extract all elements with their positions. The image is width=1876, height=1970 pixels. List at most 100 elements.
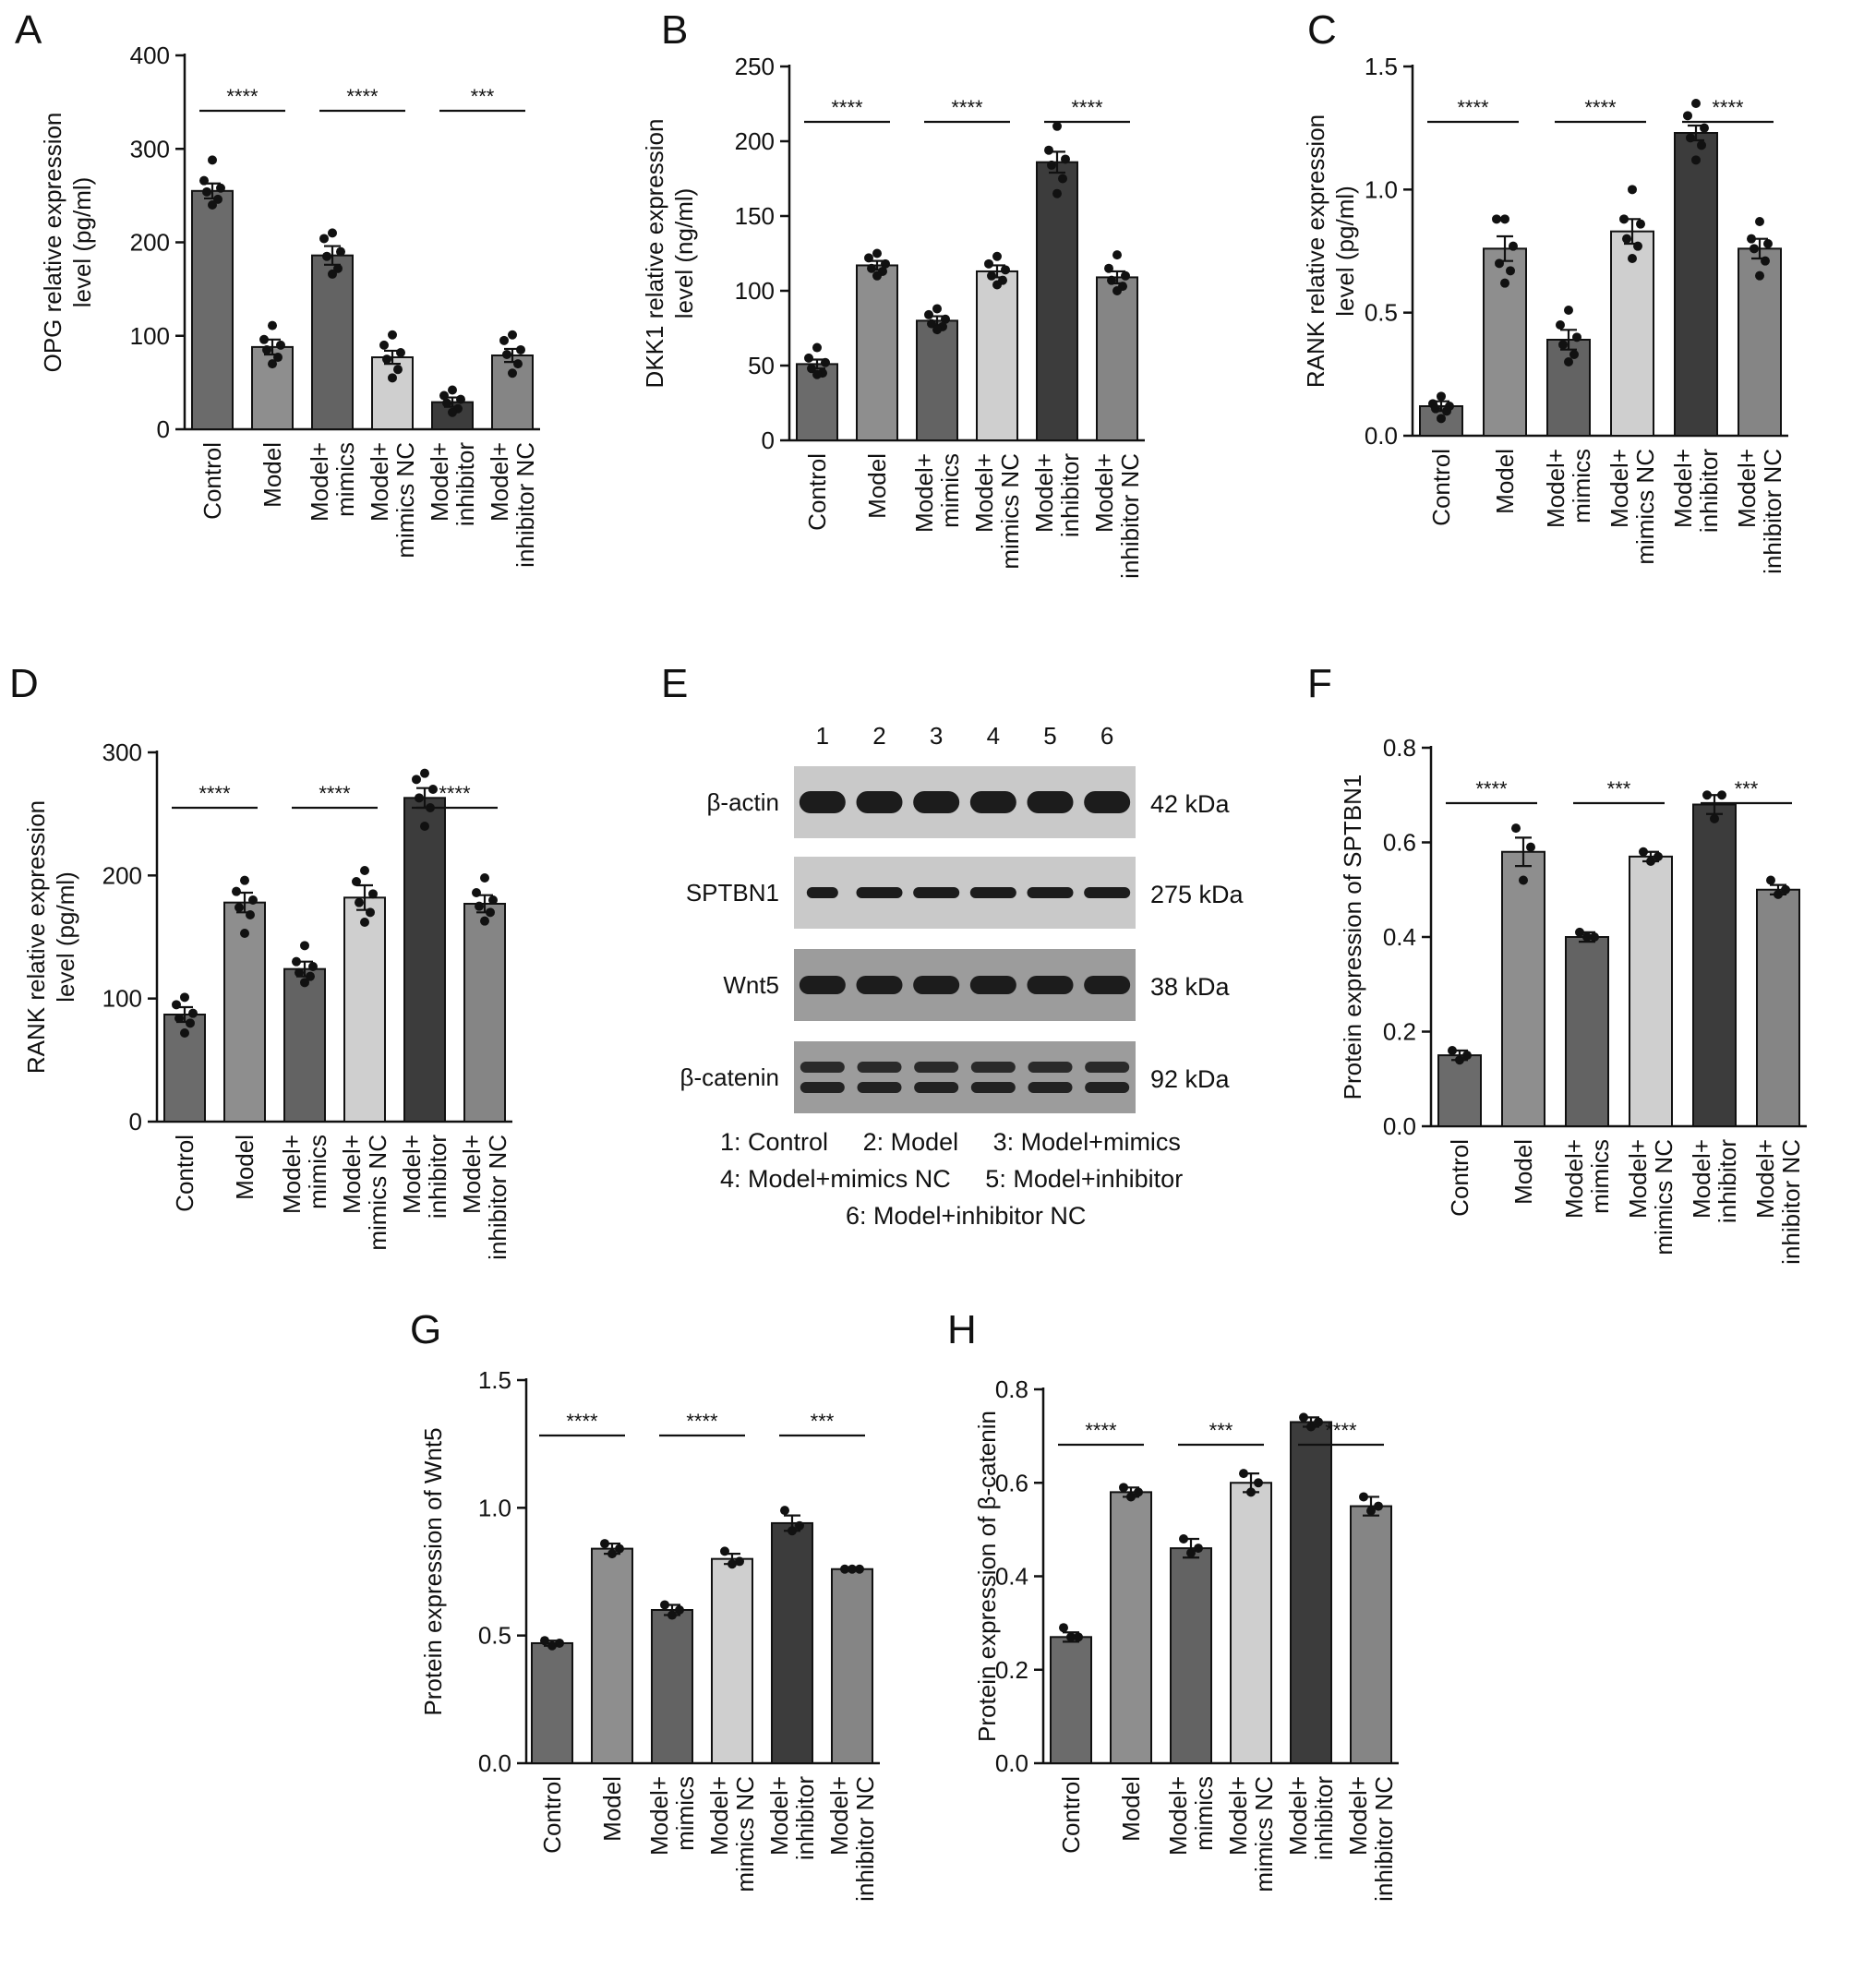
y-tick-label: 200 — [130, 229, 170, 257]
chart-panel-d: 0 100 200 300 RANK relative expression level … — [22, 739, 512, 1260]
x-tick-label: Control — [538, 1776, 566, 1854]
data-point — [941, 314, 950, 324]
chart-panel-a: 0 100 200 300 400 OPG relative expression leve… — [39, 42, 540, 568]
blot-band — [914, 1082, 959, 1093]
x-tick-label: Model — [1509, 1139, 1537, 1205]
data-point — [1700, 123, 1709, 133]
blot-strip — [794, 766, 1136, 838]
data-point — [1500, 278, 1509, 288]
x-tick-label: mimics — [1568, 449, 1595, 523]
data-point — [388, 373, 397, 383]
data-point — [180, 1028, 189, 1038]
y-tick-label: 0.0 — [1365, 422, 1398, 450]
x-tick-label: Model+ — [705, 1776, 733, 1856]
x-tick-label: inhibitor — [1310, 1776, 1338, 1860]
bar — [1050, 1636, 1092, 1764]
y-tick-label: 0.6 — [995, 1469, 1028, 1496]
blot-band — [857, 1082, 902, 1093]
data-point — [1511, 823, 1521, 834]
y-tick-label: 0.4 — [1383, 923, 1416, 951]
data-point — [924, 309, 933, 319]
data-point — [428, 785, 438, 794]
data-point — [1186, 1548, 1196, 1558]
data-point — [872, 248, 882, 258]
y-tick-label: 0.4 — [995, 1563, 1028, 1591]
data-point — [475, 901, 484, 911]
x-tick-label: Model+ — [1284, 1776, 1312, 1856]
data-point — [268, 359, 277, 369]
data-point — [1691, 99, 1701, 108]
blot-strip — [794, 949, 1136, 1021]
data-point — [1254, 1478, 1263, 1488]
data-point — [1654, 851, 1663, 861]
data-point — [415, 793, 424, 803]
data-point — [1500, 214, 1509, 224]
data-point — [1448, 1046, 1457, 1055]
data-point — [1179, 1534, 1188, 1544]
panel-letter-e: E — [661, 661, 689, 706]
data-point — [1619, 214, 1629, 224]
blot-band — [800, 1062, 845, 1073]
x-tick-label: Model+ — [1751, 1139, 1779, 1219]
x-tick-label: Model+ — [1605, 449, 1633, 528]
data-point — [319, 234, 329, 244]
data-point — [456, 394, 465, 404]
data-point — [480, 873, 489, 883]
data-point — [240, 875, 249, 885]
blot-band — [1085, 1062, 1130, 1073]
data-point — [379, 340, 389, 350]
x-tick-label: inhibitor NC — [851, 1776, 879, 1902]
blot-band — [1084, 791, 1131, 813]
data-point — [1058, 174, 1067, 184]
bar — [1230, 1482, 1272, 1764]
data-point — [295, 967, 304, 978]
data-point — [333, 263, 343, 273]
data-point — [1558, 340, 1568, 350]
blot-band — [1027, 791, 1074, 813]
data-point — [1194, 1544, 1203, 1554]
significance-label: *** — [811, 1410, 835, 1433]
y-tick-label: 0 — [129, 1108, 142, 1135]
blot-legend-line-3: 6: Model+inhibitor NC — [846, 1202, 1087, 1230]
data-point — [1622, 234, 1631, 244]
bar — [1483, 247, 1527, 438]
x-tick-label: Model+ — [1669, 449, 1697, 528]
data-point — [186, 1018, 195, 1028]
blot-legend-line-1: 1: Control 2: Model 3: Model+mimics — [720, 1128, 1181, 1156]
data-point — [1646, 857, 1655, 866]
x-tick-label: Model+ — [458, 1135, 486, 1214]
data-point — [273, 353, 283, 363]
y-tick-label: 50 — [748, 352, 775, 379]
data-point — [615, 1544, 624, 1554]
data-point — [607, 1549, 617, 1559]
x-tick-label: Model+ — [278, 1135, 306, 1214]
x-tick-label: mimics — [331, 442, 359, 517]
data-point — [1107, 275, 1116, 285]
data-point — [213, 194, 222, 204]
lane-number: 3 — [930, 722, 943, 750]
data-point — [1119, 1483, 1128, 1493]
data-point — [480, 916, 489, 926]
x-tick-label: mimics NC — [1650, 1139, 1678, 1255]
y-axis-label: Protein expression of SPTBN1 — [1339, 775, 1366, 1100]
x-tick-label: Model+ — [338, 1135, 366, 1214]
data-point — [812, 342, 822, 353]
data-point — [1526, 842, 1535, 852]
data-point — [840, 1564, 849, 1574]
bar — [1036, 161, 1078, 441]
bar — [491, 354, 534, 431]
data-point — [508, 368, 517, 378]
data-point — [472, 888, 481, 897]
data-point — [174, 1014, 184, 1023]
data-point — [1112, 250, 1122, 260]
data-point — [1437, 391, 1446, 402]
data-point — [300, 978, 309, 988]
panel-letter-d: D — [9, 661, 39, 706]
y-tick-label: 1.0 — [478, 1494, 511, 1521]
y-axis-label: level (pg/ml) — [1331, 186, 1359, 317]
y-tick-label: 150 — [735, 202, 775, 230]
data-point — [448, 407, 457, 417]
data-point — [488, 895, 498, 905]
data-point — [728, 1559, 737, 1569]
y-axis-label: level (ng/ml) — [670, 188, 698, 319]
